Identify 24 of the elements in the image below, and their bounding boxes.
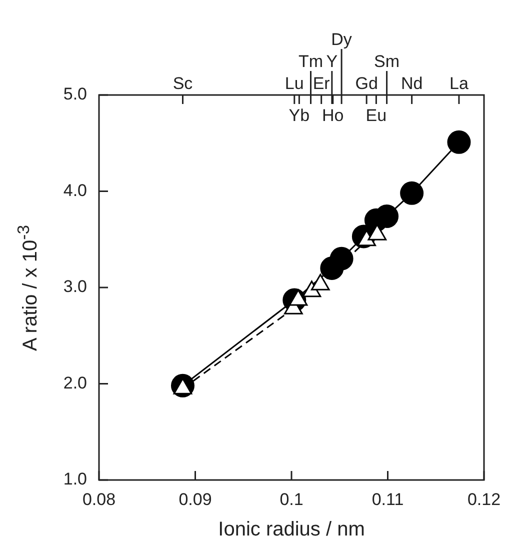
ref-line-label: La	[450, 74, 469, 93]
ref-line-label: Er	[312, 74, 330, 93]
y-tick-label: 1.0	[63, 470, 87, 489]
ref-line-label: Y	[326, 52, 338, 71]
ref-line-label: Lu	[284, 74, 304, 93]
x-tick-label: 0.09	[178, 490, 212, 509]
ref-line-label: Tm	[298, 52, 324, 71]
ref-line-label: Nd	[400, 74, 423, 93]
ref-line-label: Sm	[374, 52, 400, 71]
ref-line-label: Yb	[288, 106, 310, 125]
ref-line-label: Sc	[172, 74, 194, 93]
ref-line-label: Eu	[366, 106, 387, 125]
ref-line-label: Dy	[331, 30, 352, 49]
ref-line-label: Gd	[355, 74, 378, 93]
x-tick-label: 0.11	[372, 490, 404, 509]
x-tick-label: 0.08	[82, 490, 116, 509]
y-tick-label: 5.0	[63, 84, 87, 104]
x-tick-label: 0.1	[280, 490, 304, 509]
y-tick-label: 2.0	[63, 373, 87, 392]
x-axis-title: Ionic radius / nm	[218, 518, 365, 541]
y-tick-label: 3.0	[63, 277, 87, 296]
x-tick-label: 0.12	[467, 490, 501, 509]
ref-line-label: Ho	[322, 106, 344, 125]
y-tick-label: 4.0	[63, 180, 87, 200]
